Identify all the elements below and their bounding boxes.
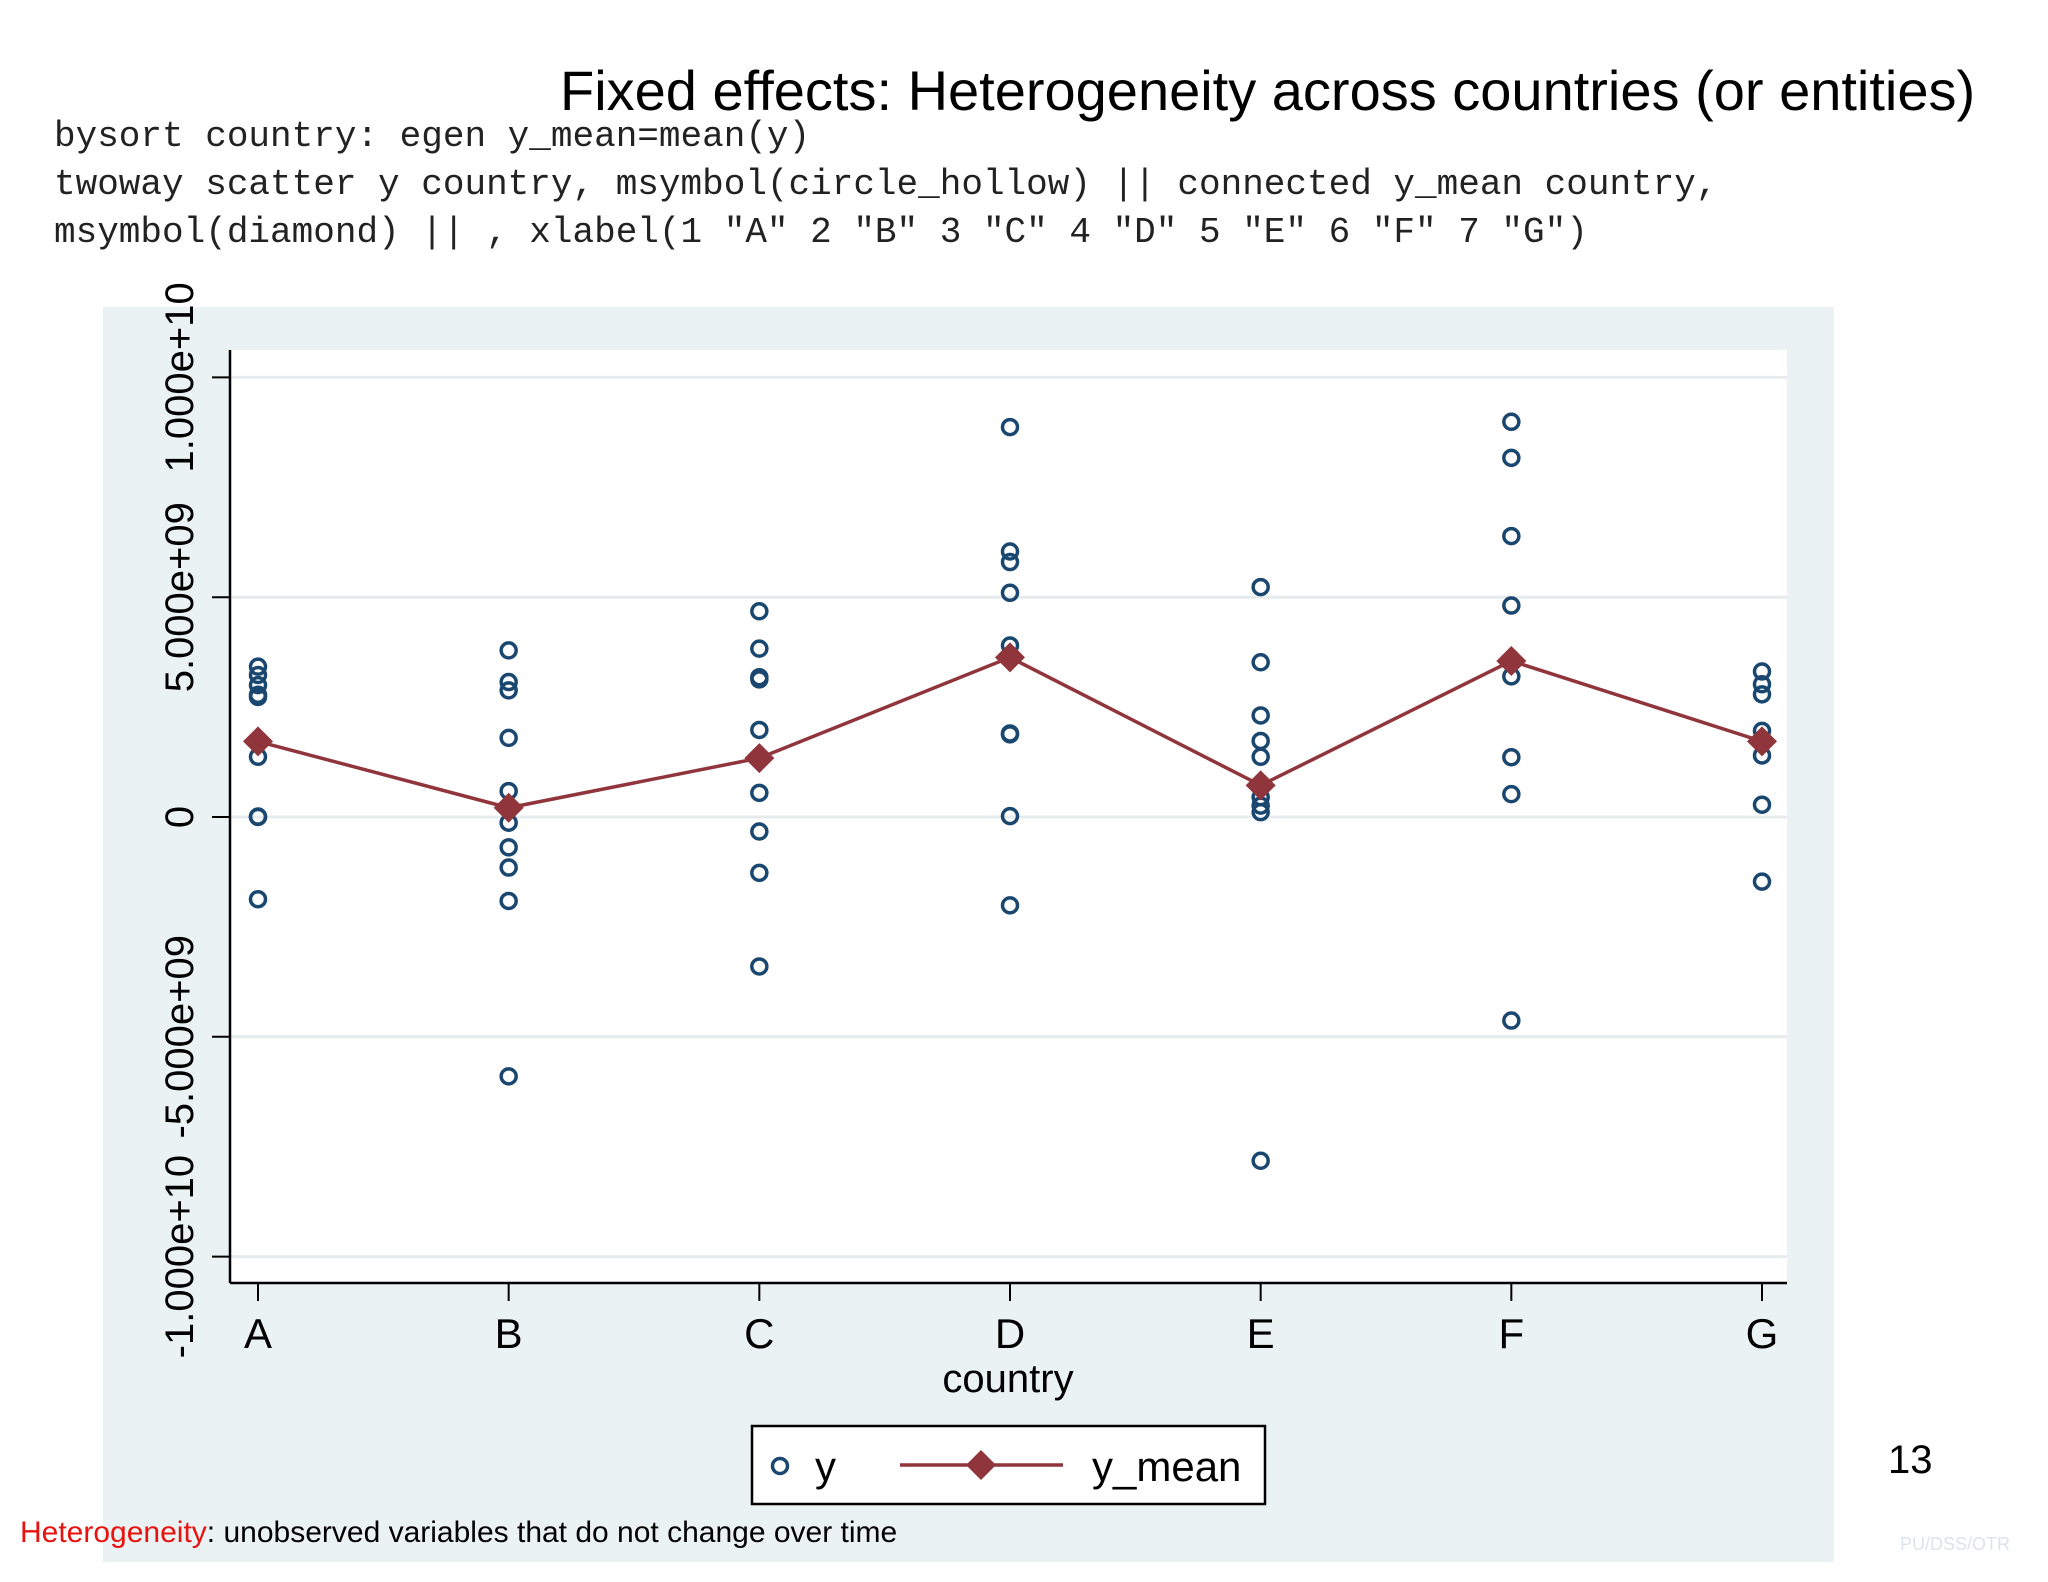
y-scatter-point	[499, 838, 518, 857]
y-scatter-point	[499, 728, 518, 748]
y-scatter-point	[499, 858, 518, 877]
y-scatter-point	[1251, 653, 1270, 672]
y-scatter-point	[1502, 784, 1521, 804]
x-tick-label: F	[1499, 1310, 1525, 1357]
y-scatter-point	[248, 807, 268, 827]
y-scatter-point	[248, 675, 268, 695]
y-scatter-point	[248, 657, 268, 676]
legend-y-mean-label: y_mean	[1092, 1443, 1241, 1490]
y-scatter-point	[499, 891, 518, 911]
y-scatter-point	[1752, 685, 1772, 704]
y-mean-marker	[493, 792, 524, 823]
x-tick-label: C	[744, 1310, 774, 1357]
y-scatter-point	[1000, 542, 1020, 561]
y-scatter-point	[1502, 526, 1521, 546]
y-scatter-point	[750, 639, 769, 658]
y-mean-marker	[1496, 645, 1527, 676]
y-scatter-point	[1502, 448, 1521, 468]
footnote-highlight: Heterogeneity	[20, 1516, 207, 1549]
y-scatter-point	[248, 665, 268, 685]
y-mean-marker	[1245, 770, 1276, 801]
code-line-3: msymbol(diamond) || , xlabel(1 "A" 2 "B"…	[54, 212, 1588, 253]
x-tick-label: A	[244, 1310, 272, 1357]
x-tick-label: D	[995, 1310, 1025, 1357]
y-scatter-point	[1000, 552, 1020, 572]
y-scatter-point	[750, 783, 769, 803]
y-scatter-point	[750, 822, 769, 841]
y-scatter-point	[750, 720, 769, 740]
y-scatter-point	[1752, 674, 1772, 694]
code-line-1: bysort country: egen y_mean=mean(y)	[54, 116, 811, 157]
y-scatter-point	[1000, 417, 1020, 437]
legend-y-mean-marker	[966, 1450, 996, 1480]
watermark: PU/DSS/OTR	[1900, 1534, 2011, 1554]
y-scatter-point	[1000, 583, 1020, 603]
y-mean-marker	[243, 726, 273, 757]
y-tick-label: 1.000e+10	[158, 282, 202, 472]
y-scatter-point	[1251, 577, 1270, 597]
x-tick-label: B	[495, 1310, 523, 1357]
y-scatter-point	[1000, 896, 1020, 915]
slide-title: Fixed effects: Heterogeneity across coun…	[560, 59, 1976, 122]
y-tick-label: -5.000e+09	[158, 935, 202, 1139]
y-scatter-point	[1752, 795, 1772, 814]
y-scatter-point	[1000, 724, 1020, 743]
y-tick-label: 0	[158, 806, 202, 828]
y-scatter-point	[1752, 872, 1772, 891]
y-scatter-point	[1752, 662, 1772, 681]
y-scatter-point	[750, 957, 769, 976]
y-scatter-point	[499, 641, 518, 660]
y-scatter-point	[499, 672, 518, 692]
page-number: 13	[1888, 1438, 1933, 1482]
y-scatter-point	[1502, 412, 1521, 432]
x-tick-label: E	[1247, 1310, 1275, 1357]
y-scatter-point	[499, 681, 518, 700]
y-scatter-point	[750, 602, 769, 621]
y-scatter-point	[750, 670, 769, 689]
y-tick-label: 5.000e+09	[158, 502, 202, 692]
y-mean-marker	[1747, 726, 1777, 757]
y-scatter-point	[1000, 806, 1020, 826]
x-tick-label: G	[1746, 1310, 1779, 1357]
footnote-text: : unobserved variables that do not chang…	[206, 1516, 898, 1549]
y-scatter-point	[1502, 596, 1521, 615]
y-scatter-point	[248, 685, 268, 705]
code-line-2: twoway scatter y country, msymbol(circle…	[54, 164, 1718, 205]
x-axis-title: country	[942, 1357, 1073, 1401]
y-scatter-point	[1251, 1151, 1270, 1171]
y-mean-marker	[995, 642, 1025, 673]
y-scatter-point	[499, 1067, 518, 1086]
y-scatter-point	[1251, 802, 1270, 822]
legend-y-symbol	[770, 1456, 790, 1476]
y-scatter-point	[750, 863, 769, 883]
y-scatter-point	[1502, 1011, 1521, 1030]
y-mean-marker	[744, 743, 775, 774]
y-scatter-point	[1251, 747, 1270, 767]
footnote: Heterogeneity: unobserved variables that…	[20, 1516, 897, 1550]
legend-y-label: y	[815, 1443, 836, 1490]
y-scatter-point	[1502, 747, 1521, 767]
y-tick-label: -1.000e+10	[158, 1155, 202, 1359]
y-scatter-point	[1251, 706, 1270, 725]
y-scatter-point	[248, 889, 268, 909]
